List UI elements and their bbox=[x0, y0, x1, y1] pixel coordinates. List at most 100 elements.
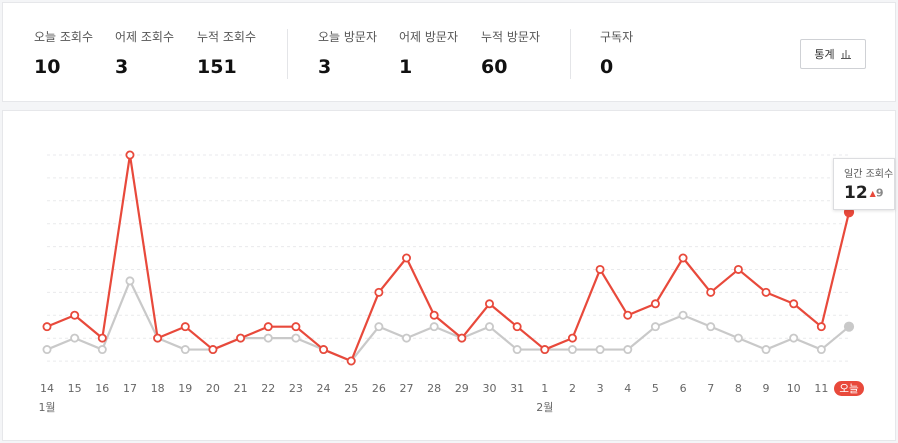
x-tick-label: 19 bbox=[178, 382, 192, 395]
visitors-point bbox=[263, 333, 273, 343]
views-point bbox=[429, 310, 439, 320]
views-point bbox=[567, 333, 577, 343]
x-tick-label: 11 bbox=[814, 382, 828, 395]
visitors-point bbox=[678, 310, 688, 320]
stat-today-visitors: 오늘 방문자 3 bbox=[318, 28, 377, 78]
x-tick-label: 24 bbox=[317, 382, 331, 395]
views-point bbox=[761, 287, 771, 297]
x-tick-label: 9 bbox=[763, 382, 770, 395]
visitors-point bbox=[374, 322, 384, 332]
visitors-point bbox=[429, 322, 439, 332]
stat-subscribers: 구독자 0 bbox=[600, 28, 633, 78]
x-tick-label: 25 bbox=[344, 382, 358, 395]
bar-chart-icon bbox=[840, 50, 851, 59]
x-tick-label: 20 bbox=[206, 382, 220, 395]
views-point bbox=[263, 322, 273, 332]
visitors-point bbox=[706, 322, 716, 332]
stat-label: 누적 방문자 bbox=[481, 30, 541, 44]
x-tick-label: 17 bbox=[123, 382, 137, 395]
x-tick-label: 10 bbox=[787, 382, 801, 395]
views-point bbox=[540, 345, 550, 355]
views-point bbox=[42, 322, 52, 332]
views-point bbox=[512, 322, 522, 332]
views-point bbox=[733, 264, 743, 274]
visitors-point bbox=[816, 345, 826, 355]
views-point bbox=[291, 322, 301, 332]
views-point bbox=[319, 345, 329, 355]
x-tick-label: 18 bbox=[151, 382, 165, 395]
views-point bbox=[208, 345, 218, 355]
views-point bbox=[816, 322, 826, 332]
stat-label: 구독자 bbox=[600, 30, 634, 44]
views-point bbox=[457, 333, 467, 343]
visitors-point bbox=[623, 345, 633, 355]
tooltip-value-row: 12 ▲9 bbox=[844, 183, 894, 203]
stat-label: 어제 조회수 bbox=[115, 30, 175, 44]
x-tick-label: 22 bbox=[261, 382, 275, 395]
stat-yesterday-views: 어제 조회수 3 bbox=[115, 28, 174, 78]
x-tick-label: 15 bbox=[68, 382, 82, 395]
visitors-point bbox=[843, 321, 855, 332]
stat-value: 60 bbox=[481, 56, 508, 78]
x-tick-label: 14 bbox=[40, 382, 54, 395]
x-tick-label: 8 bbox=[735, 382, 742, 395]
month-label: 1월 bbox=[38, 401, 55, 414]
stat-total-visitors: 누적 방문자 60 bbox=[481, 28, 540, 78]
x-tick-label: 23 bbox=[289, 382, 303, 395]
x-tick-label: 27 bbox=[400, 382, 414, 395]
stat-value: 3 bbox=[318, 56, 332, 78]
visitors-point bbox=[512, 345, 522, 355]
views-point bbox=[678, 253, 688, 263]
visitors-point bbox=[125, 276, 135, 286]
x-tick-label: 31 bbox=[510, 382, 524, 395]
x-tick-label: 26 bbox=[372, 382, 386, 395]
triangle-up-icon: ▲ bbox=[869, 188, 876, 198]
stat-label: 누적 조회수 bbox=[197, 30, 257, 44]
tooltip-change: 9 bbox=[875, 186, 884, 200]
views-point bbox=[125, 150, 135, 160]
visitors-point bbox=[595, 345, 605, 355]
x-tick-label: 28 bbox=[427, 382, 441, 395]
views-point bbox=[180, 322, 190, 332]
tooltip-label: 일간 조회수 bbox=[844, 169, 894, 180]
visitors-point bbox=[484, 322, 494, 332]
x-tick-label: 1 bbox=[541, 382, 548, 395]
stat-today-views: 오늘 조회수 10 bbox=[34, 28, 93, 78]
x-tick-label: 29 bbox=[455, 382, 469, 395]
chart-tooltip: 일간 조회수 12 ▲9 bbox=[833, 158, 895, 210]
visitors-point bbox=[789, 333, 799, 343]
visitors-point bbox=[180, 345, 190, 355]
statistics-button-label: 통계 bbox=[814, 48, 835, 61]
visitors-point bbox=[70, 333, 80, 343]
views-point bbox=[789, 299, 799, 309]
views-point bbox=[706, 287, 716, 297]
x-tick-label: 21 bbox=[234, 382, 248, 395]
stats-divider bbox=[570, 29, 571, 79]
stat-label: 오늘 조회수 bbox=[34, 30, 94, 44]
stats-summary-card: 오늘 조회수 10 어제 조회수 3 누적 조회수 151 오늘 방문자 3 어… bbox=[2, 2, 896, 102]
visitors-point bbox=[733, 333, 743, 343]
x-tick-label: 3 bbox=[597, 382, 604, 395]
views-point bbox=[153, 333, 163, 343]
month-label: 2월 bbox=[536, 401, 553, 414]
x-tick-label: 30 bbox=[482, 382, 496, 395]
stat-value: 10 bbox=[34, 56, 61, 78]
views-point bbox=[650, 299, 660, 309]
statistics-button[interactable]: 통계 bbox=[800, 39, 866, 69]
stat-value: 151 bbox=[197, 56, 237, 78]
views-point bbox=[97, 333, 107, 343]
x-tick-label-today: 오늘 bbox=[839, 383, 859, 395]
stat-value: 3 bbox=[115, 56, 129, 78]
stat-yesterday-visitors: 어제 방문자 1 bbox=[399, 28, 458, 78]
stat-value: 1 bbox=[399, 56, 413, 78]
tooltip-value: 12 bbox=[844, 183, 868, 203]
views-point bbox=[374, 287, 384, 297]
views-point bbox=[595, 264, 605, 274]
today-badge bbox=[834, 381, 864, 396]
x-tick-label: 6 bbox=[680, 382, 687, 395]
visitors-point bbox=[567, 345, 577, 355]
x-tick-label: 7 bbox=[707, 382, 714, 395]
views-point bbox=[484, 299, 494, 309]
stats-divider bbox=[287, 29, 288, 79]
